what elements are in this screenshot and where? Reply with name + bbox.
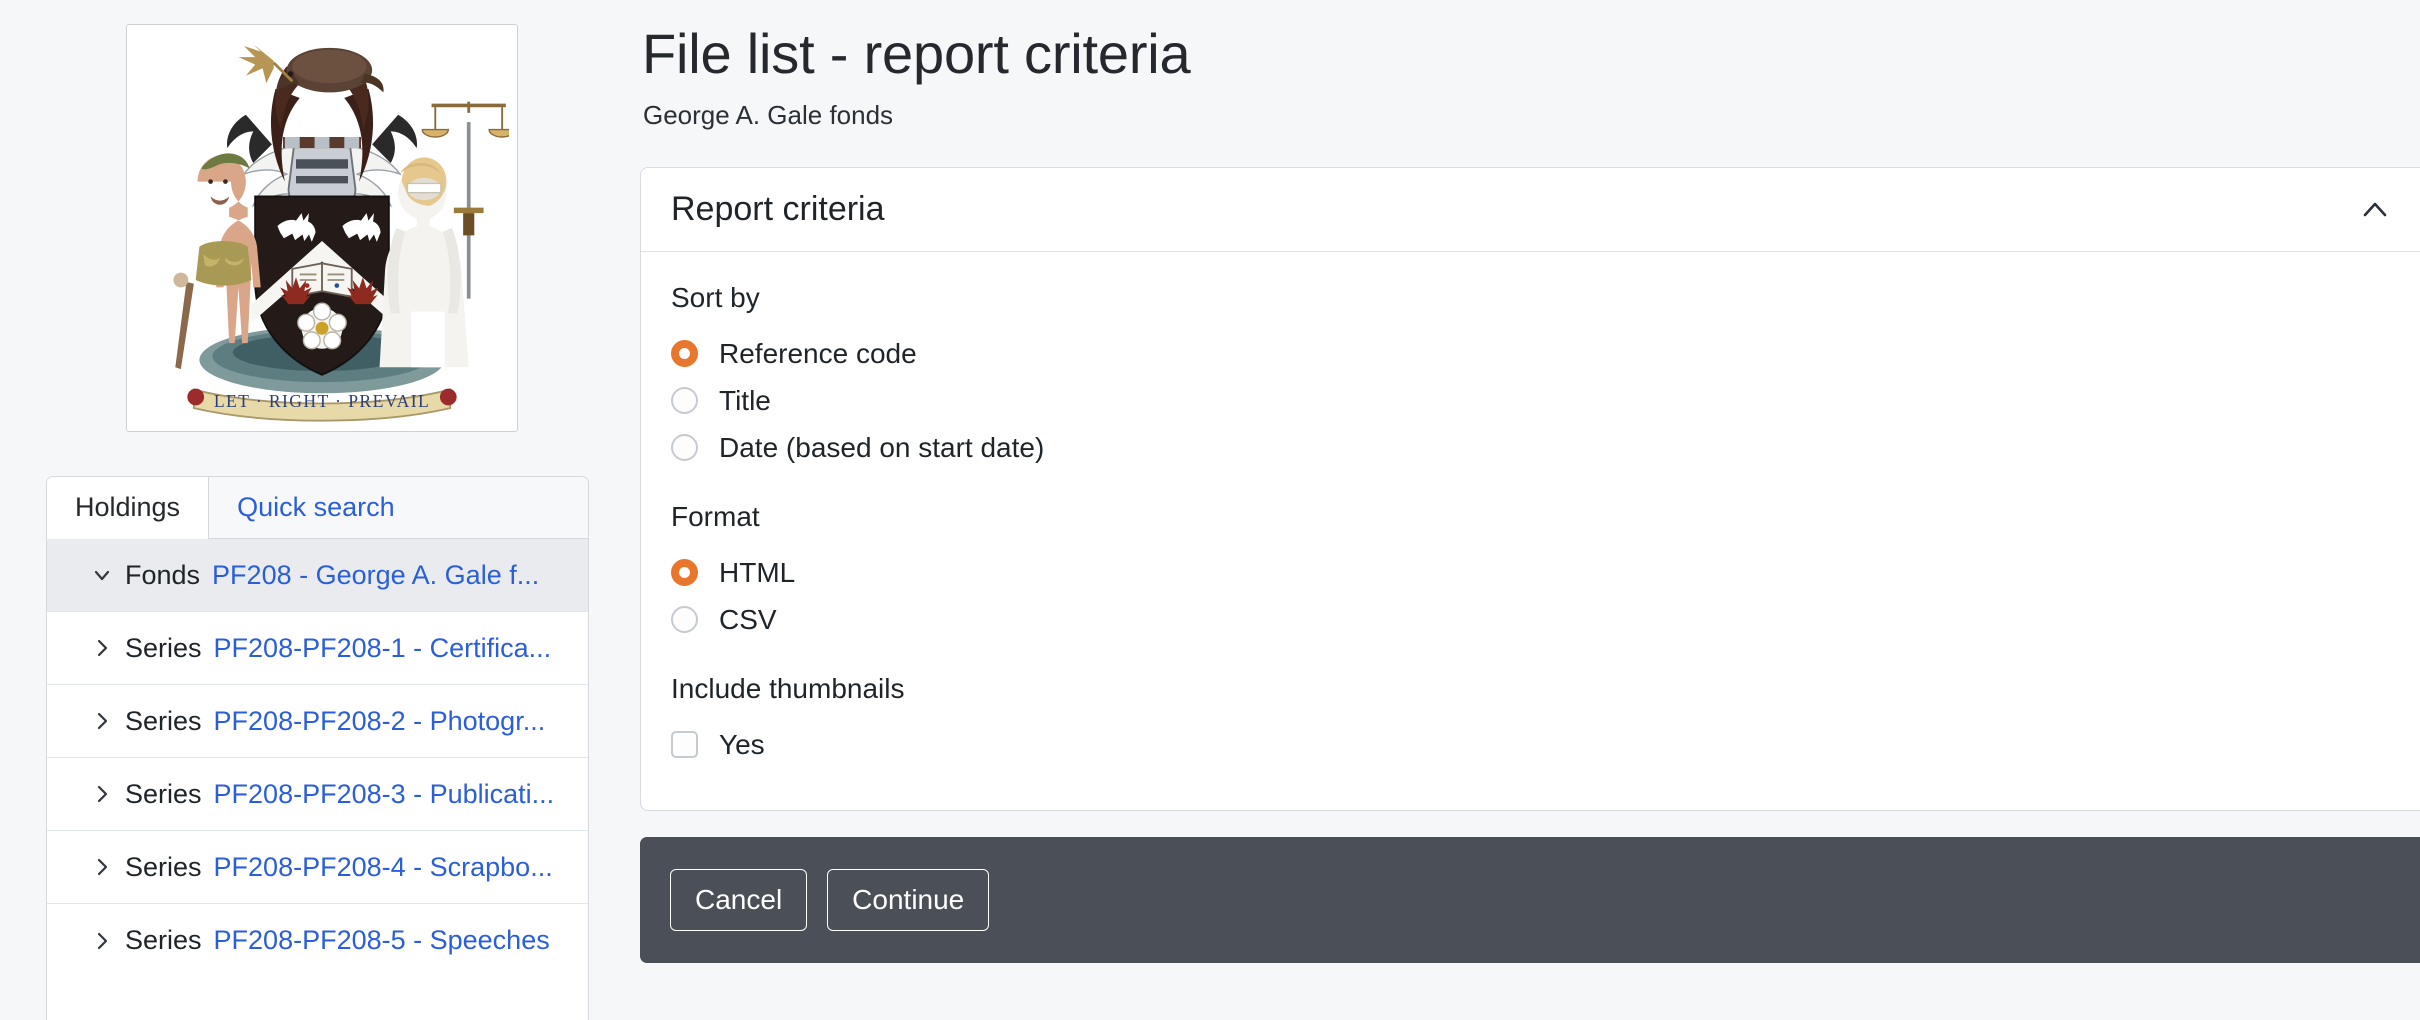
motto-text: LET · RIGHT · PREVAIL [214, 391, 430, 411]
tree-item-series-4[interactable]: Series PF208-PF208-4 - Scrapbo... [47, 831, 588, 904]
report-criteria-body: Sort by Reference code Title Date (based… [641, 252, 2420, 810]
page-title: File list - report criteria [642, 22, 1191, 85]
tree-item-fonds[interactable]: Fonds PF208 - George A. Gale f... [47, 539, 588, 612]
chevron-right-icon[interactable] [91, 710, 125, 732]
holdings-tree-list: Fonds PF208 - George A. Gale f... Series… [47, 539, 588, 977]
radio-reference-code[interactable] [671, 340, 698, 368]
sort-by-option-title[interactable]: Title [671, 377, 2399, 424]
sort-by-option-label: Reference code [719, 337, 917, 369]
report-criteria-card: Report criteria Sort by Reference code T… [640, 167, 2420, 812]
tree-item-series-5[interactable]: Series PF208-PF208-5 - Speeches [47, 904, 588, 977]
tree-item-level: Fonds [125, 559, 201, 590]
include-thumbnails-group: Include thumbnails Yes [671, 673, 2399, 768]
include-thumbnails-option-label: Yes [719, 728, 765, 760]
format-option-label: HTML [719, 556, 796, 588]
chevron-right-icon[interactable] [91, 930, 125, 952]
tree-panel-footer [47, 977, 588, 1020]
report-criteria-header[interactable]: Report criteria [641, 168, 2420, 253]
include-thumbnails-label: Include thumbnails [671, 673, 905, 705]
holdings-tree-panel: Holdings Quick search Fonds PF208 - Geor… [46, 476, 589, 1020]
format-option-csv[interactable]: CSV [671, 596, 2399, 643]
sort-by-option-label: Title [719, 384, 771, 416]
tab-holdings[interactable]: Holdings [47, 477, 210, 539]
tree-item-link[interactable]: PF208-PF208-5 - Speeches [213, 925, 550, 955]
cancel-button[interactable]: Cancel [670, 869, 808, 932]
tree-item-level: Series [125, 705, 202, 736]
chevron-right-icon[interactable] [91, 856, 125, 878]
tree-item-level: Series [125, 851, 202, 882]
chevron-down-icon[interactable] [91, 564, 125, 586]
continue-button[interactable]: Continue [827, 869, 990, 932]
radio-csv[interactable] [671, 606, 698, 634]
radio-title[interactable] [671, 387, 698, 415]
tree-item-series-3[interactable]: Series PF208-PF208-3 - Publicati... [47, 758, 588, 831]
main-content: File list - report criteria George A. Ga… [640, 0, 2420, 964]
tree-item-level: Series [125, 925, 202, 955]
checkbox-yes[interactable] [671, 731, 698, 759]
sort-by-option-reference-code[interactable]: Reference code [671, 330, 2399, 377]
actions-bar: Cancel Continue [640, 837, 2420, 964]
sort-by-option-label: Date (based on start date) [719, 431, 1045, 463]
format-group: Format HTML CSV [671, 501, 2399, 643]
tree-item-level: Series [125, 632, 202, 663]
format-option-html[interactable]: HTML [671, 549, 2399, 596]
radio-date[interactable] [671, 434, 698, 462]
tree-item-link[interactable]: PF208 - George A. Gale f... [212, 559, 540, 590]
institution-logo: LET · RIGHT · PREVAIL [126, 24, 518, 432]
sort-by-label: Sort by [671, 282, 760, 314]
tab-quick-search-label: Quick search [237, 491, 395, 522]
tree-item-series-2[interactable]: Series PF208-PF208-2 - Photogr... [47, 685, 588, 758]
format-option-label: CSV [719, 603, 777, 635]
sort-by-group: Sort by Reference code Title Date (based… [671, 282, 2399, 471]
page-subtitle: George A. Gale fonds [643, 100, 894, 131]
tree-item-series-1[interactable]: Series PF208-PF208-1 - Certifica... [47, 612, 588, 685]
chevron-up-icon[interactable] [2349, 184, 2401, 236]
coat-of-arms-icon: LET · RIGHT · PREVAIL [173, 44, 509, 422]
sidebar: LET · RIGHT · PREVAIL Holdings Quick sea… [0, 0, 640, 1020]
tree-item-link[interactable]: PF208-PF208-1 - Certifica... [213, 632, 552, 663]
chevron-right-icon[interactable] [91, 783, 125, 805]
report-criteria-title: Report criteria [671, 190, 885, 229]
format-label: Format [671, 501, 760, 533]
tree-item-link[interactable]: PF208-PF208-4 - Scrapbo... [213, 851, 553, 882]
include-thumbnails-option-yes[interactable]: Yes [671, 721, 2399, 768]
tree-item-link[interactable]: PF208-PF208-2 - Photogr... [213, 705, 546, 736]
tab-quick-search[interactable]: Quick search [209, 477, 423, 538]
chevron-right-icon[interactable] [91, 637, 125, 659]
tree-item-link[interactable]: PF208-PF208-3 - Publicati... [213, 778, 555, 809]
radio-html[interactable] [671, 559, 698, 587]
tab-holdings-label: Holdings [75, 492, 181, 522]
sort-by-option-date[interactable]: Date (based on start date) [671, 424, 2399, 471]
tree-item-level: Series [125, 778, 202, 809]
sidebar-tabs: Holdings Quick search [47, 477, 588, 539]
